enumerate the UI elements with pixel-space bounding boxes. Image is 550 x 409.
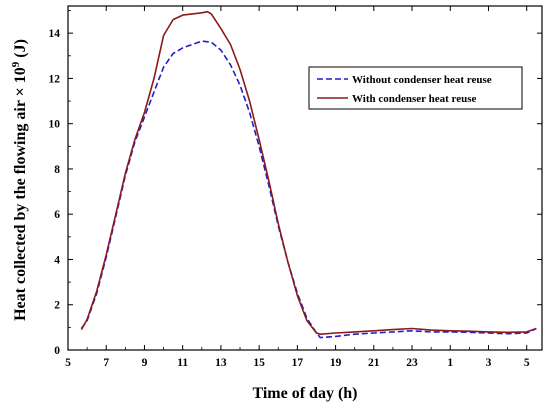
x-tick-label: 19 bbox=[330, 357, 342, 369]
legend-label-with-reuse: With condenser heat reuse bbox=[352, 93, 476, 105]
y-tick-label: 2 bbox=[54, 300, 60, 312]
x-tick-label: 15 bbox=[253, 357, 265, 369]
x-tick-label: 5 bbox=[65, 357, 71, 369]
x-axis: 5 7 9 11 13 15 17 19 21 23 1 3 5 bbox=[65, 6, 530, 369]
x-tick-label: 23 bbox=[406, 357, 418, 369]
legend-box bbox=[308, 66, 523, 110]
x-tick-label: 5 bbox=[524, 357, 530, 369]
y-tick-label: 10 bbox=[49, 119, 61, 131]
series-lines bbox=[80, 10, 537, 339]
y-tick-label: 14 bbox=[49, 28, 61, 40]
x-tick-label: 7 bbox=[103, 357, 109, 369]
x-tick-label: 3 bbox=[486, 357, 492, 369]
y-tick-label: 4 bbox=[54, 254, 60, 266]
x-axis-title: Time of day (h) bbox=[252, 385, 357, 402]
y-axis-title: Heat collected by the flowing air × 109 … bbox=[10, 39, 29, 321]
series-line-1 bbox=[80, 10, 537, 335]
x-tick-label: 9 bbox=[142, 357, 148, 369]
x-tick-label: 11 bbox=[177, 357, 188, 369]
y-tick-label: 8 bbox=[54, 164, 60, 176]
legend-label-without-reuse: Without condenser heat reuse bbox=[352, 74, 492, 86]
x-tick-label: 17 bbox=[292, 357, 304, 369]
x-tick-label: 21 bbox=[368, 357, 380, 369]
y-tick-label: 12 bbox=[49, 73, 61, 85]
y-axis: 0 2 4 6 8 10 12 14 bbox=[49, 10, 542, 357]
x-tick-label: 13 bbox=[215, 357, 227, 369]
plot-area bbox=[67, 5, 543, 351]
y-tick-label: 6 bbox=[54, 209, 60, 221]
y-tick-label: 0 bbox=[54, 345, 60, 357]
series-line-0 bbox=[80, 40, 537, 339]
legend: Without condenser heat reuse With conden… bbox=[308, 66, 523, 110]
x-tick-label: 1 bbox=[447, 357, 453, 369]
